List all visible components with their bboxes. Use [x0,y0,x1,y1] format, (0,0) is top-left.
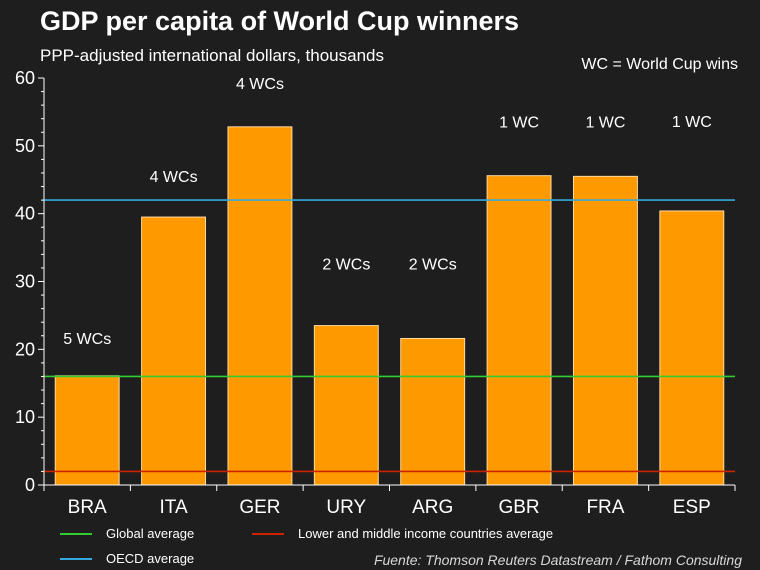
chart-subtitle: PPP-adjusted international dollars, thou… [40,46,384,65]
x-tick-label: BRA [68,497,107,518]
legend-global-swatch [60,532,92,535]
chart-title: GDP per capita of World Cup winners [40,6,520,36]
y-tick-label: 0 [25,475,35,495]
wc-annotation: 1 WC [499,115,539,132]
y-tick-label: 50 [15,136,35,156]
y-tick-label: 30 [15,272,35,292]
legend-global: Global average [60,526,194,541]
legend-oecd-swatch [60,557,92,560]
wc-annotation: 5 WCs [63,331,111,348]
legend-global-label: Global average [106,526,195,541]
bar-arg [400,337,466,486]
y-tick-label: 20 [15,339,35,359]
wc-annotation: 2 WCs [409,256,457,273]
bar-gbr [486,175,552,486]
wc-annotation: 1 WC [585,115,625,132]
bar-esp [659,210,725,486]
legend-oecd-label: OECD average [106,551,195,566]
bar-bra [54,375,120,486]
x-tick-label: URY [326,497,366,518]
y-tick-label: 60 [15,68,35,88]
x-tick-label: ARG [412,497,453,518]
x-tick-label: ESP [673,497,711,518]
wc-annotation: 1 WC [672,114,712,131]
legend-lmic-swatch [252,532,284,535]
wc-annotation: 2 WCs [322,256,370,273]
legend-lmic-label: Lower and middle income countries averag… [298,526,554,541]
y-tick-label: 40 [15,204,35,224]
legend-lmic: Lower and middle income countries averag… [252,526,553,541]
wc-note: WC = World Cup wins [581,56,738,73]
wc-annotation: 4 WCs [236,76,284,93]
wc-annotation: 4 WCs [150,169,198,186]
legend-oecd: OECD average [60,551,194,566]
source-note: Fuente: Thomson Reuters Datastream / Fat… [373,552,742,568]
x-tick-label: ITA [159,497,187,518]
bar-ury [313,325,379,486]
bar-ger [227,126,293,486]
bar-fra [572,175,638,486]
x-tick-label: GER [239,497,280,518]
x-tick-label: GBR [498,497,539,518]
y-tick-label: 10 [15,407,35,427]
bar-ita [141,216,207,486]
x-tick-label: FRA [586,497,624,518]
